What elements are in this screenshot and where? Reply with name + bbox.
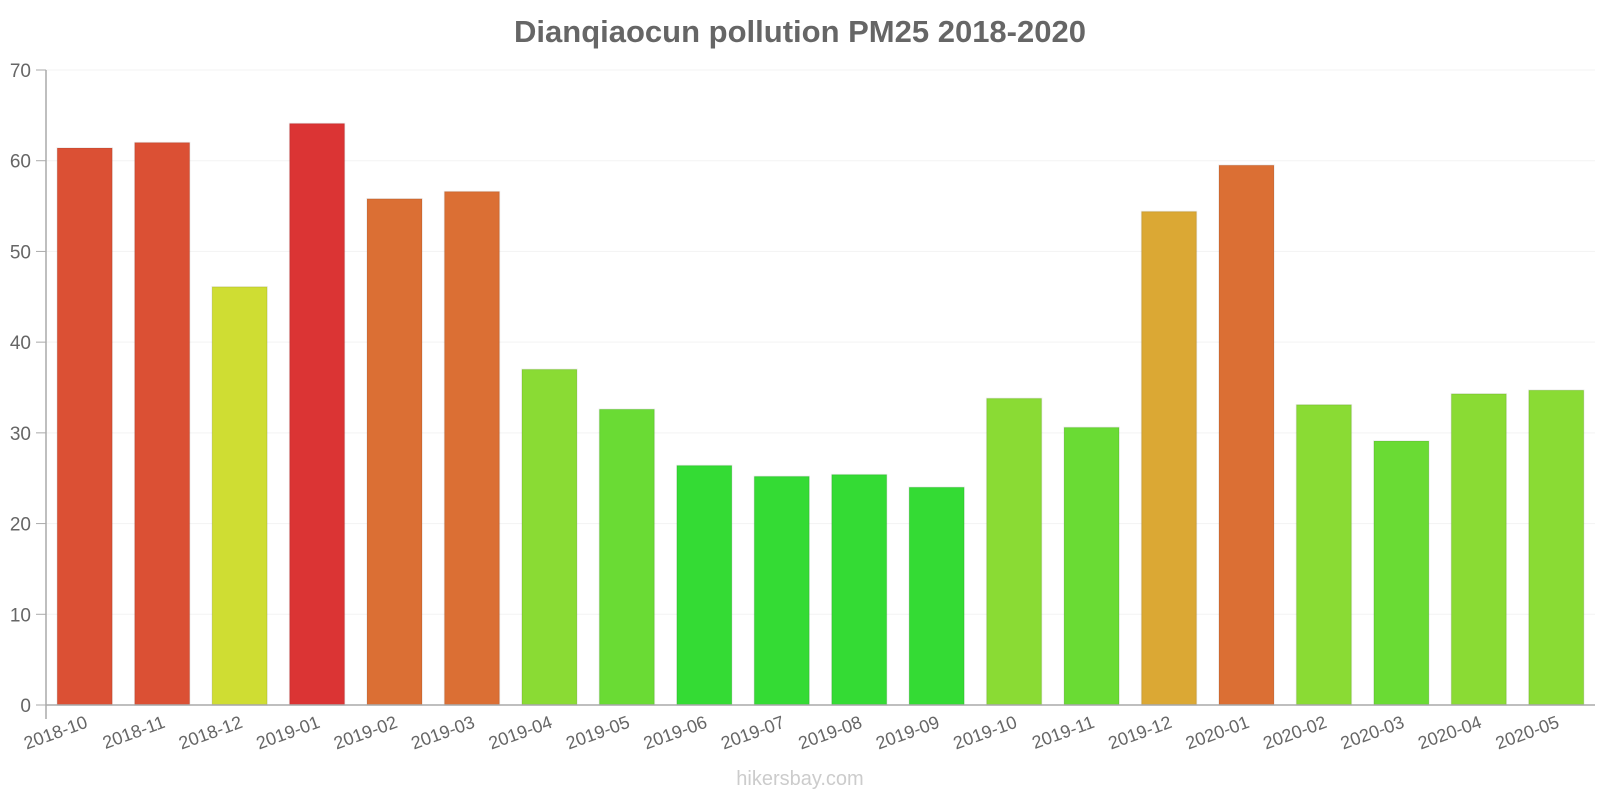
y-tick-label: 70 bbox=[10, 61, 31, 82]
y-tick-label: 60 bbox=[10, 152, 31, 173]
x-axis-ticks: 2018-10 2018-11 2018-12 2019-01 2019-02 2019-… bbox=[21, 712, 1561, 753]
bar-2019-10 bbox=[985, 397, 1043, 706]
x-tick-label: 2019-07 bbox=[718, 712, 787, 753]
bar-2019-02 bbox=[366, 198, 423, 706]
x-tick-label: 2019-04 bbox=[486, 712, 555, 753]
bar-2019-04 bbox=[521, 368, 578, 706]
bar-2020-01 bbox=[1218, 164, 1275, 706]
x-tick-label: 2019-02 bbox=[331, 712, 400, 753]
x-tick-label: 2019-12 bbox=[1105, 712, 1174, 753]
x-tick-label: 2020-03 bbox=[1338, 712, 1407, 753]
bar-2020-04 bbox=[1450, 393, 1508, 706]
axes bbox=[45, 70, 1595, 719]
bar-2019-12 bbox=[1140, 210, 1198, 706]
x-tick-label: 2020-02 bbox=[1260, 712, 1329, 753]
x-tick-label: 2020-05 bbox=[1493, 712, 1562, 753]
x-tick-label: 2018-12 bbox=[176, 712, 245, 753]
bars bbox=[56, 122, 1585, 706]
bar-2019-07 bbox=[753, 475, 811, 706]
bar-2020-05 bbox=[1528, 389, 1585, 706]
bar-2018-11 bbox=[133, 141, 191, 706]
y-tick-label: 40 bbox=[10, 333, 31, 354]
bar-2019-09 bbox=[908, 486, 965, 706]
x-tick-label: 2019-01 bbox=[254, 712, 323, 753]
y-tick-label: 20 bbox=[10, 515, 31, 536]
bar-2019-11 bbox=[1063, 426, 1120, 706]
y-tick-label: 50 bbox=[10, 242, 31, 263]
bar-2018-12 bbox=[211, 286, 268, 706]
x-tick-label: 2020-04 bbox=[1415, 712, 1484, 753]
x-tick-label: 2019-05 bbox=[563, 712, 632, 753]
watermark: hikersbay.com bbox=[736, 768, 864, 790]
bar-2018-10 bbox=[56, 147, 113, 706]
x-tick-label: 2019-06 bbox=[641, 712, 710, 753]
bar-2019-08 bbox=[830, 473, 888, 706]
x-tick-label: 2018-10 bbox=[21, 712, 90, 753]
bar-2019-03 bbox=[443, 190, 501, 706]
bar-2020-03 bbox=[1373, 440, 1430, 706]
x-tick-label: 2019-10 bbox=[951, 712, 1020, 753]
x-tick-label: 2019-08 bbox=[796, 712, 865, 753]
gridlines bbox=[46, 69, 1595, 615]
x-tick-label: 2018-11 bbox=[100, 712, 168, 753]
x-tick-label: 2020-01 bbox=[1183, 712, 1252, 753]
bar-2019-06 bbox=[676, 464, 733, 706]
chart-title: Dianqiaocun pollution PM25 2018-2020 bbox=[514, 14, 1086, 49]
bar-2019-01 bbox=[288, 122, 346, 706]
y-axis-ticks: 0 10 20 30 40 50 60 70 bbox=[10, 61, 46, 717]
x-tick-label: 2019-09 bbox=[873, 712, 942, 753]
bar-2020-02 bbox=[1295, 403, 1353, 706]
y-tick-label: 30 bbox=[10, 424, 31, 445]
y-tick-label: 0 bbox=[20, 696, 31, 717]
y-tick-label: 10 bbox=[10, 605, 31, 626]
bar-2019-05 bbox=[598, 408, 656, 706]
x-tick-label: 2019-11 bbox=[1029, 712, 1097, 753]
x-tick-label: 2019-03 bbox=[408, 712, 477, 753]
